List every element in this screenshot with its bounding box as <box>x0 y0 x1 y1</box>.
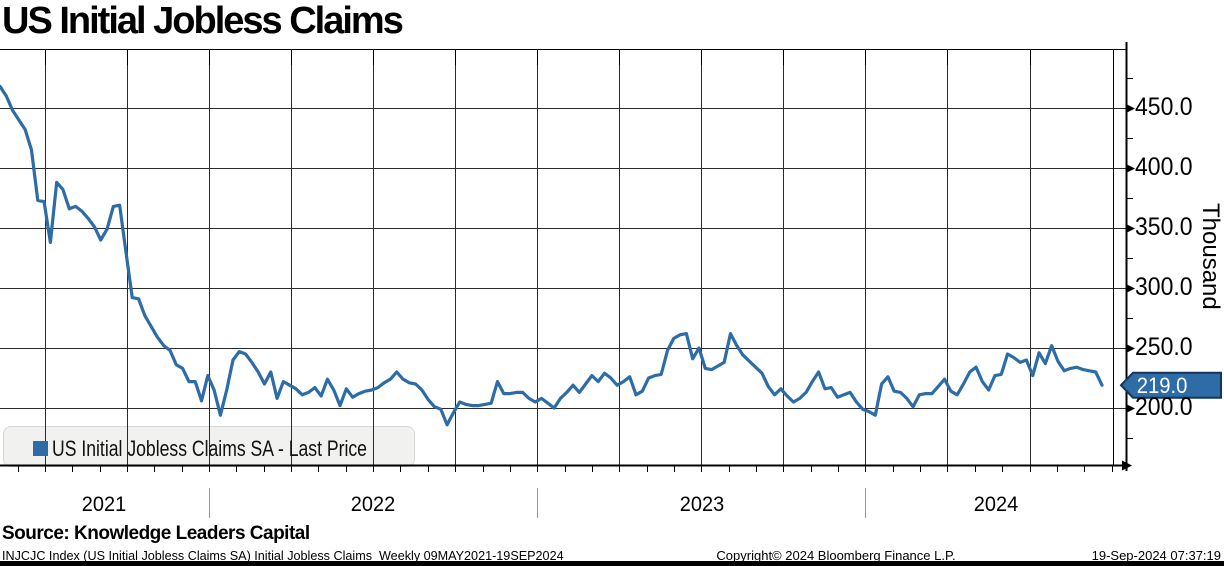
x-year-label: 2023 <box>679 493 725 516</box>
y-tick-label: 350.0 <box>1135 213 1193 241</box>
render-timestamp: 19-Sep-2024 07:37:19 <box>1091 548 1221 563</box>
copyright-notice: Copyright© 2024 Bloomberg Finance L.P. <box>716 548 956 563</box>
y-tick-label: 450.0 <box>1135 93 1193 121</box>
axis-spines <box>0 42 1133 472</box>
x-axis-arrow <box>1122 460 1132 471</box>
y-tick-label: 300.0 <box>1135 273 1193 301</box>
y-tick-label: 200.0 <box>1135 393 1193 421</box>
x-year-label: 2024 <box>973 493 1019 516</box>
y-tick-arrow <box>1126 104 1135 113</box>
gridlines <box>0 49 1126 465</box>
chart-title: US Initial Jobless Claims <box>2 0 404 42</box>
y-tick-label: 400.0 <box>1135 153 1193 181</box>
series-line <box>0 84 1104 427</box>
x-year-label: 2022 <box>350 493 396 516</box>
y-tick-arrow <box>1126 284 1135 293</box>
y-tick-arrow <box>1126 224 1135 233</box>
legend-series-label: US Initial Jobless Claims SA - Last Pric… <box>52 436 367 461</box>
source-attribution: Source: Knowledge Leaders Capital <box>2 523 310 544</box>
y-axis-unit-label: Thousand <box>1197 203 1224 310</box>
terminal-bottom-bar <box>0 561 1224 566</box>
last-price-badge-value: 219.0 <box>1136 373 1188 398</box>
y-tick-arrow <box>1126 164 1135 173</box>
legend-series-swatch <box>33 441 48 456</box>
y-tick-label: 250.0 <box>1135 333 1193 361</box>
last-price-badge <box>1119 371 1222 399</box>
x-year-label: 2021 <box>81 493 127 516</box>
y-tick-arrow <box>1126 404 1135 413</box>
ticker-description: INJCJC Index (US Initial Jobless Claims … <box>2 548 564 563</box>
y-tick-arrow <box>1126 344 1135 353</box>
